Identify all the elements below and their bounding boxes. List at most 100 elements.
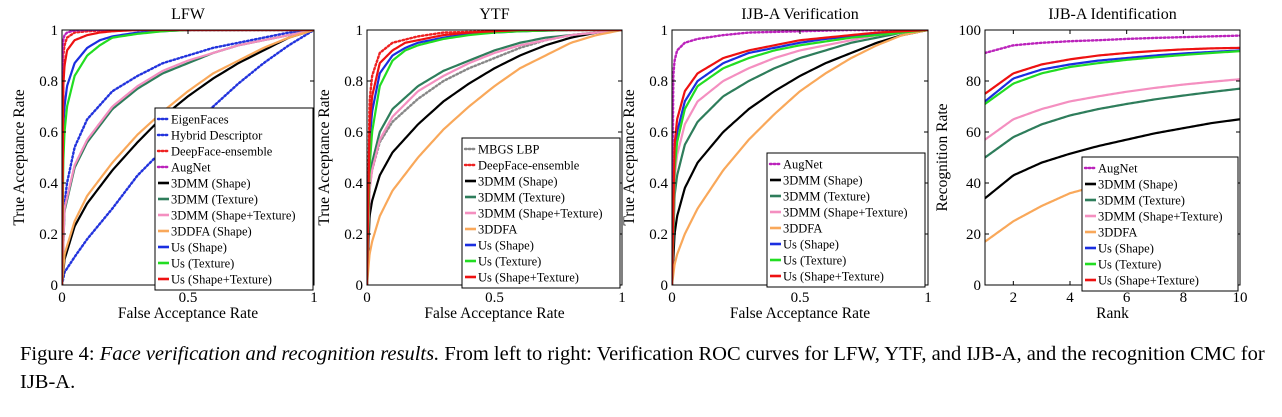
legend: AugNet 3DMM (Shape) 3DMM (Texture) 3DMM (Sh… (766, 152, 926, 288)
y-tick-label: 1 (661, 23, 669, 39)
series-line-3ddfa (672, 30, 928, 285)
y-tick-label: 0 (51, 278, 59, 294)
legend-box (154, 107, 314, 291)
chart-lfw: LFW 0 0.5 1 0 0.2 0.4 0.6 0.8 1 False Acceptance R… (11, 6, 318, 322)
y-tick-label: 0.2 (344, 227, 363, 243)
legend-entry-label: 3DMM (Texture) (1098, 194, 1185, 208)
legend-box (1081, 156, 1239, 292)
x-tick-label: 0.5 (791, 290, 810, 306)
legend-entry-label: 3DMM (Shape) (171, 177, 251, 191)
series-line-3dmm-shape-texture (62, 30, 314, 285)
legend: MBGS LBP DeepFace-ensemble 3DMM (Shape) 3DM… (461, 137, 621, 289)
series-line-us-shape (985, 49, 1240, 103)
x-axis-label: Rank (1096, 305, 1129, 322)
legend-entry-label: Us (Texture) (1098, 258, 1161, 272)
figure-4-panels: LFW 0 0.5 1 0 0.2 0.4 0.6 0.8 1 False Acceptance R… (11, 6, 1248, 322)
x-tick-label: 0 (668, 290, 676, 306)
legend-entry-label: AugNet (171, 161, 211, 175)
caption-title: Face verification and recognition result… (99, 343, 440, 365)
legend-entry-label: 3DMM (Shape) (1098, 178, 1178, 192)
legend-entry-label: 3DMM (Shape) (783, 174, 863, 188)
series-line-3ddfa (367, 30, 622, 285)
legend-entry-label: Us (Shape+Texture) (1098, 274, 1199, 288)
y-tick-label: 0.8 (39, 74, 58, 90)
x-tick-label: 2 (1010, 290, 1018, 306)
x-tick-label: 1 (924, 290, 932, 306)
series-line-3dmm-shape (672, 30, 928, 285)
series-group (62, 30, 314, 285)
x-axis-label: False Acceptance Rate (424, 305, 564, 322)
legend-entry-label: 3DDFA (478, 223, 517, 237)
y-tick-label: 0.4 (39, 176, 58, 192)
x-tick-label: 6 (1123, 290, 1131, 306)
series-line-3dmm-texture (367, 30, 622, 285)
y-tick-label: 60 (966, 125, 981, 141)
series-line-us-shape-texture (672, 30, 928, 285)
legend-entry-label: Us (Shape+Texture) (171, 273, 272, 287)
series-line-3ddfa-shape (62, 30, 314, 285)
chart-title: LFW (171, 6, 206, 23)
x-tick-label: 1 (618, 290, 626, 306)
y-tick-label: 100 (959, 23, 982, 39)
legend-entry-label: AugNet (1098, 162, 1138, 176)
y-tick-label: 0.6 (344, 125, 363, 141)
series-line-3dmm-texture (985, 87, 1240, 159)
y-tick-label: 80 (966, 74, 981, 90)
y-tick-label: 0.6 (649, 125, 668, 141)
legend-entry-label: 3DMM (Texture) (171, 193, 258, 207)
y-tick-label: 1 (356, 23, 364, 39)
legend-entry-label: Hybrid Descriptor (171, 129, 263, 143)
legend-entry-label: 3DMM (Shape+Texture) (171, 209, 296, 223)
y-tick-label: 0 (974, 278, 982, 294)
series-line-augnet (985, 34, 1240, 55)
y-tick-label: 0.2 (39, 227, 58, 243)
y-tick-label: 0.4 (649, 176, 668, 192)
y-tick-label: 0 (661, 278, 669, 294)
legend-entry-label: 3DMM (Shape+Texture) (478, 207, 603, 221)
series-line-3dmm-shape (985, 118, 1240, 200)
legend-entry-label: EigenFaces (171, 113, 229, 127)
legend-box (766, 152, 926, 288)
legend-entry-label: 3DMM (Shape) (478, 175, 558, 189)
legend-entry-label: DeepFace-ensemble (171, 145, 273, 159)
y-axis-label: Recognition Rate (934, 103, 951, 211)
figure-caption: Figure 4: Face verification and recognit… (20, 340, 1270, 396)
series-line-us-shape-texture (367, 30, 622, 285)
series-line-3dmm-shape-texture (672, 30, 928, 285)
series-line-us-shape (672, 30, 928, 285)
series-line-us-texture (985, 50, 1240, 105)
legend-entry-label: DeepFace-ensemble (478, 159, 580, 173)
y-tick-label: 20 (966, 227, 981, 243)
series-line-hybrid-descriptor (62, 30, 314, 285)
legend-entry-label: Us (Shape) (1098, 242, 1154, 256)
x-tick-label: 0.5 (179, 290, 198, 306)
legend-entry-label: Us (Shape+Texture) (783, 270, 884, 284)
x-axis-label: False Acceptance Rate (118, 305, 258, 322)
chart-title: IJB-A Verification (741, 6, 858, 23)
y-tick-label: 0.2 (649, 227, 668, 243)
x-axis-label: False Acceptance Rate (730, 305, 870, 322)
series-line-us-shape (62, 30, 314, 285)
series-group (672, 30, 928, 285)
series-line-augnet (62, 30, 314, 285)
chart-title: IJB-A Identification (1048, 6, 1176, 23)
x-tick-label: 4 (1066, 290, 1074, 306)
y-tick-label: 0.4 (344, 176, 363, 192)
legend-entry-label: Us (Texture) (171, 257, 234, 271)
caption-body: From left to right: Verification ROC cur… (20, 343, 1265, 393)
series-line-eigenfaces (62, 30, 314, 285)
x-tick-label: 0 (363, 290, 371, 306)
legend: EigenFaces Hybrid Descriptor DeepFace-ense… (154, 107, 314, 291)
chart-ytf: YTF 0 0.5 1 0 0.2 0.4 0.6 0.8 1 False Acceptance R… (316, 6, 626, 322)
y-tick-label: 0 (356, 278, 364, 294)
caption-label: Figure 4: (20, 343, 95, 365)
legend-entry-label: Us (Texture) (478, 255, 541, 269)
legend-entry-label: 3DDFA (1098, 226, 1137, 240)
series-line-us-texture (62, 30, 314, 285)
legend-entry-label: Us (Shape) (171, 241, 227, 255)
legend-entry-label: 3DMM (Shape+Texture) (1098, 210, 1223, 224)
legend-entry-label: 3DDFA (Shape) (171, 225, 252, 239)
series-line-deepface-ensemble (62, 30, 314, 285)
x-tick-label: 0.5 (485, 290, 504, 306)
